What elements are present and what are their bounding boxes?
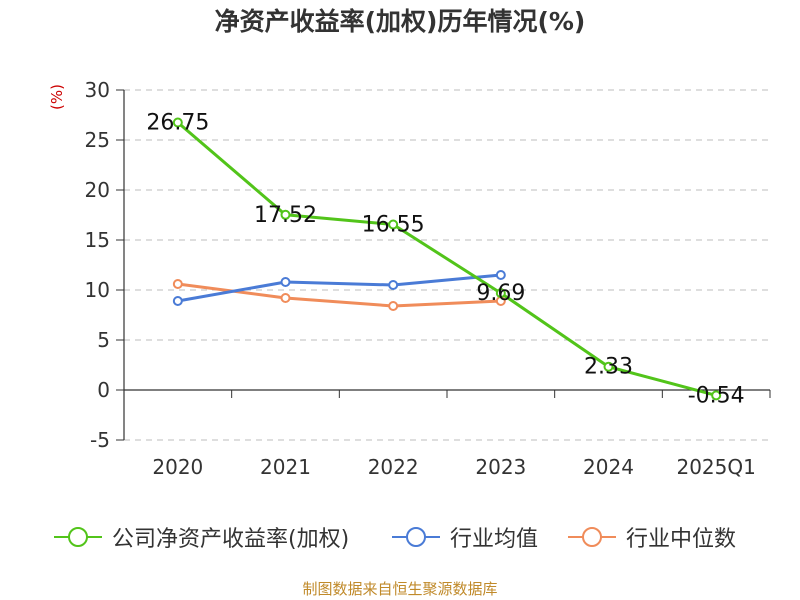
x-tick-label: 2024	[583, 455, 634, 479]
series-line-2	[177, 282, 501, 308]
chart-title: 净资产收益率(加权)历年情况(%)	[214, 7, 586, 36]
legend-label: 行业均值	[450, 527, 539, 552]
legend-line-circle-icon	[568, 527, 616, 547]
legend-item-industry-mean[interactable]: 行业均值	[390, 520, 538, 554]
series-line-1	[177, 273, 501, 303]
legend-item-industry-median[interactable]: 行业中位数	[566, 520, 736, 554]
y-tick-label: 10	[85, 278, 110, 302]
data-point	[495, 270, 506, 280]
x-tick-label: 2023	[475, 455, 526, 479]
y-tick-label: -5	[90, 428, 110, 452]
data-label: 9.69	[476, 281, 525, 306]
line-chart: -5 0 5 10 15 20 25 30 2020 2021 2022 2023 2024 2025Q1…	[85, 78, 771, 479]
y-tick-label: 30	[85, 78, 110, 102]
y-tick-label: 0	[97, 378, 110, 402]
data-point	[495, 288, 506, 299]
data-point	[711, 390, 722, 401]
legend: 公司净资产收益率(加权) 行业均值 行业中位数	[0, 520, 800, 554]
x-tick-label: 2025Q1	[676, 455, 755, 479]
data-point	[280, 277, 291, 287]
legend-marker	[582, 527, 602, 547]
legend-item-company-roe[interactable]: 公司净资产收益率(加权)	[52, 520, 349, 554]
data-point	[280, 293, 291, 303]
data-point	[388, 219, 399, 230]
data-point	[280, 209, 291, 220]
series-line-0	[176, 121, 717, 397]
x-tick-label: 2020	[152, 455, 203, 479]
y-tick-label: 25	[85, 128, 110, 152]
legend-label: 行业中位数	[626, 527, 737, 552]
data-point	[388, 301, 399, 311]
data-point	[172, 279, 183, 289]
data-point	[172, 296, 183, 306]
legend-label: 公司净资产收益率(加权)	[112, 527, 350, 552]
data-label: 26.75	[146, 111, 209, 136]
legend-line-circle-icon	[54, 527, 102, 547]
y-tick-label: 20	[85, 178, 110, 202]
legend-marker	[68, 527, 88, 547]
x-tick-label: 2022	[368, 455, 419, 479]
x-tick-label: 2021	[260, 455, 311, 479]
data-point	[172, 117, 183, 128]
data-point	[388, 280, 399, 290]
legend-line-circle-icon	[392, 527, 440, 547]
y-tick-label: 15	[85, 228, 110, 252]
data-point	[603, 361, 614, 372]
y-tick-label: 5	[97, 328, 110, 352]
data-label: 17.52	[254, 203, 317, 228]
legend-marker	[406, 527, 426, 547]
data-label: -0.54	[688, 383, 745, 408]
data-label: 2.33	[584, 355, 633, 380]
data-label: 16.55	[362, 213, 425, 238]
data-source-note: 制图数据来自恒生聚源数据库	[302, 580, 498, 598]
